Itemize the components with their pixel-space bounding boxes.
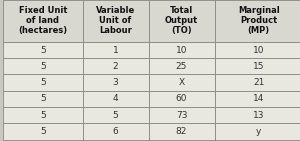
- Text: Marginal
Product
(MP): Marginal Product (MP): [238, 6, 280, 36]
- Text: 10: 10: [253, 46, 265, 55]
- Bar: [82, 107, 148, 123]
- Bar: [148, 74, 214, 91]
- Bar: [148, 91, 214, 107]
- Text: y: y: [256, 127, 261, 136]
- Bar: [82, 0, 148, 42]
- Text: 21: 21: [253, 78, 264, 87]
- Bar: [3, 74, 82, 91]
- Bar: [148, 107, 214, 123]
- Text: 5: 5: [40, 62, 46, 71]
- Text: 14: 14: [253, 94, 264, 103]
- Bar: [214, 123, 300, 140]
- Text: 1: 1: [112, 46, 118, 55]
- Bar: [82, 123, 148, 140]
- Text: 13: 13: [253, 111, 265, 120]
- Text: 73: 73: [176, 111, 187, 120]
- Text: Total
Output
(TO): Total Output (TO): [165, 6, 198, 36]
- Text: 5: 5: [40, 94, 46, 103]
- Text: 4: 4: [113, 94, 118, 103]
- Bar: [214, 91, 300, 107]
- Bar: [82, 58, 148, 74]
- Text: 60: 60: [176, 94, 187, 103]
- Bar: [3, 58, 82, 74]
- Text: 82: 82: [176, 127, 187, 136]
- Bar: [214, 58, 300, 74]
- Text: X: X: [178, 78, 184, 87]
- Bar: [148, 42, 214, 58]
- Text: 5: 5: [112, 111, 118, 120]
- Text: 10: 10: [176, 46, 187, 55]
- Text: Variable
Unit of
Labour: Variable Unit of Labour: [96, 6, 135, 36]
- Bar: [214, 107, 300, 123]
- Text: 25: 25: [176, 62, 187, 71]
- Text: 5: 5: [40, 127, 46, 136]
- Bar: [3, 123, 82, 140]
- Bar: [214, 42, 300, 58]
- Text: 15: 15: [253, 62, 265, 71]
- Bar: [82, 91, 148, 107]
- Text: Fixed Unit
of land
(hectares): Fixed Unit of land (hectares): [18, 6, 67, 36]
- Text: 6: 6: [112, 127, 118, 136]
- Bar: [214, 74, 300, 91]
- Bar: [148, 0, 214, 42]
- Text: 3: 3: [112, 78, 118, 87]
- Text: 5: 5: [40, 111, 46, 120]
- Bar: [82, 74, 148, 91]
- Bar: [148, 123, 214, 140]
- Text: 5: 5: [40, 78, 46, 87]
- Bar: [3, 107, 82, 123]
- Bar: [3, 91, 82, 107]
- Bar: [148, 58, 214, 74]
- Text: 2: 2: [113, 62, 118, 71]
- Bar: [82, 42, 148, 58]
- Bar: [214, 0, 300, 42]
- Bar: [3, 42, 82, 58]
- Text: 5: 5: [40, 46, 46, 55]
- Bar: [3, 0, 82, 42]
